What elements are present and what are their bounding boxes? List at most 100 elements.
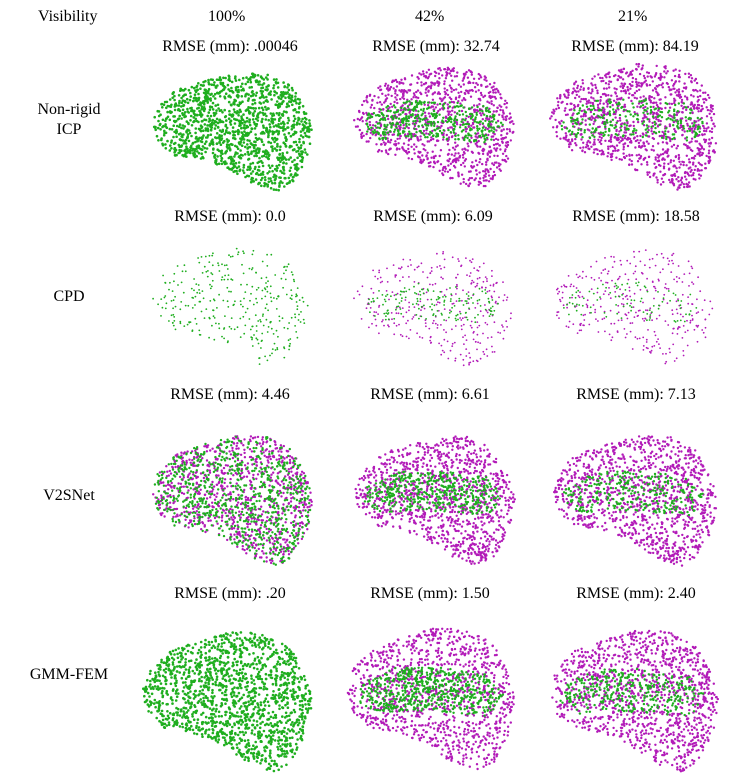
cloud-point — [218, 76, 222, 79]
cloud-point — [395, 125, 398, 129]
cloud-point — [679, 179, 683, 182]
cloud-point — [190, 106, 193, 110]
cloud-point — [393, 111, 397, 114]
cloud-point — [499, 148, 502, 151]
cloud-point — [191, 307, 194, 309]
cloud-point — [246, 139, 249, 142]
cloud-point — [468, 275, 471, 277]
cloud-point — [186, 110, 189, 113]
cloud-point — [425, 117, 428, 120]
cloud-point — [672, 124, 675, 127]
cloud-point — [652, 174, 655, 177]
cloud-point — [153, 115, 156, 119]
cloud-point — [635, 89, 638, 93]
cloud-point — [572, 112, 575, 115]
cloud-point — [655, 72, 658, 75]
cloud-point — [632, 133, 635, 136]
cloud-point — [562, 121, 565, 124]
cloud-point — [693, 157, 696, 160]
cloud-point — [414, 314, 416, 316]
cloud-point — [394, 92, 397, 95]
cloud-point — [625, 154, 628, 158]
cloud-point — [495, 161, 498, 164]
cloud-point — [246, 134, 249, 137]
cloud-point — [261, 289, 264, 292]
cloud-point — [223, 278, 226, 281]
cloud-point — [410, 145, 413, 148]
cloud-point — [660, 111, 664, 114]
cloud-point — [279, 122, 283, 125]
cloud-point — [678, 96, 682, 99]
cloud-point — [425, 124, 428, 127]
cloud-point — [446, 159, 449, 162]
cloud-point — [576, 104, 580, 108]
cloud-point — [419, 300, 422, 303]
cloud-point — [285, 151, 289, 154]
cloud-point — [173, 130, 176, 134]
cloud-point — [292, 278, 295, 281]
cloud-point — [497, 162, 500, 165]
cloud-point — [413, 152, 416, 155]
cloud-point — [286, 91, 289, 94]
cloud-point — [416, 138, 420, 142]
cloud-point — [388, 298, 390, 301]
cloud-point — [360, 133, 363, 136]
cloud-point — [657, 159, 661, 162]
cloud-point — [704, 167, 708, 170]
cloud-point — [218, 270, 221, 272]
cloud-point — [665, 137, 668, 141]
cloud-point — [479, 182, 482, 185]
cloud-point — [478, 127, 481, 130]
cloud-point — [684, 106, 687, 109]
cloud-point — [182, 142, 186, 145]
cloud-point — [476, 129, 479, 132]
cloud-point — [426, 77, 430, 80]
cloud-point — [505, 154, 508, 158]
cloud-point — [248, 86, 251, 89]
cloud-point — [425, 107, 429, 110]
cloud-point — [228, 89, 232, 93]
cloud-point — [468, 177, 472, 180]
cloud-point — [396, 94, 399, 97]
cloud-point — [606, 102, 609, 106]
cloud-point — [252, 303, 255, 306]
cloud-point — [437, 81, 441, 84]
cloud-point — [368, 120, 371, 124]
cloud-point — [189, 146, 192, 149]
cloud-point — [157, 114, 161, 118]
cloud-point — [658, 134, 661, 138]
cloud-point — [704, 162, 707, 165]
cloud-point — [407, 119, 410, 123]
cloud-point — [402, 94, 405, 98]
cloud-point — [492, 85, 495, 88]
cloud-point — [374, 114, 378, 117]
cloud-point — [486, 127, 489, 131]
cloud-point — [493, 321, 496, 324]
cloud-point — [283, 176, 286, 180]
cloud-point — [277, 163, 281, 167]
cloud-point — [178, 101, 181, 105]
cloud-point — [272, 86, 275, 90]
cloud-point — [205, 270, 208, 273]
cloud-point — [283, 85, 287, 88]
cloud-point — [410, 264, 412, 266]
cloud-point — [234, 79, 238, 82]
cloud-point — [647, 71, 651, 75]
cloud-point — [659, 102, 662, 105]
cloud-point — [289, 297, 292, 300]
cloud-point — [279, 176, 282, 179]
cloud-point — [670, 174, 673, 177]
cloud-point — [610, 94, 613, 97]
cloud-point — [190, 134, 193, 138]
cloud-point — [476, 125, 479, 128]
cloud-point — [421, 143, 424, 146]
column-header-42: 42% — [415, 8, 445, 25]
cloud-point — [489, 284, 492, 287]
cloud-point — [571, 130, 574, 134]
cloud-point — [613, 87, 616, 90]
cloud-point — [482, 280, 485, 283]
cloud-point — [436, 324, 439, 326]
cloud-point — [596, 91, 599, 95]
cloud-point — [303, 112, 306, 116]
cloud-point — [175, 135, 178, 138]
